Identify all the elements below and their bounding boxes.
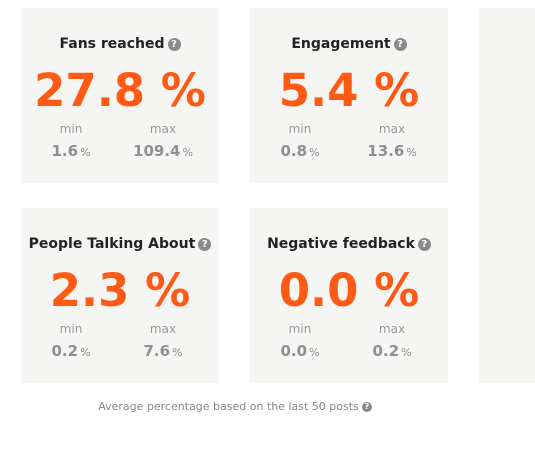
max-unit: % bbox=[182, 146, 193, 159]
min-value: 0.8% bbox=[260, 142, 340, 160]
metric-value: 5.4 % bbox=[278, 64, 420, 117]
card-title-text: People Talking About bbox=[28, 236, 196, 252]
min-label: min bbox=[59, 322, 83, 336]
max-value: 7.6% bbox=[123, 342, 203, 360]
metric-value: 0.0 % bbox=[278, 264, 420, 317]
max-value-number: 109.4 bbox=[133, 142, 181, 160]
card-title: Engagement? bbox=[250, 36, 448, 52]
card-title: Negative feedback? bbox=[250, 236, 448, 252]
footer-note-text: Average percentage based on the last 50 … bbox=[98, 400, 359, 413]
metric-value: 2.3 % bbox=[49, 264, 191, 317]
help-icon[interactable]: ? bbox=[198, 238, 212, 251]
metric-card-people-talking-about: People Talking About? 2.3 % min max 0.2%… bbox=[21, 208, 219, 383]
max-value: 0.2% bbox=[352, 342, 432, 360]
side-panel bbox=[479, 8, 535, 383]
metric-value: 27.8 % bbox=[34, 64, 206, 117]
help-icon[interactable]: ? bbox=[417, 238, 431, 251]
max-label: max bbox=[378, 122, 406, 136]
min-value: 1.6% bbox=[31, 142, 111, 160]
help-icon[interactable]: ? bbox=[167, 38, 181, 51]
min-value: 0.2% bbox=[31, 342, 111, 360]
min-unit: % bbox=[80, 346, 91, 359]
min-value-number: 1.6 bbox=[51, 142, 79, 160]
card-title-text: Fans reached bbox=[59, 36, 165, 52]
min-value-number: 0.2 bbox=[51, 342, 79, 360]
help-icon[interactable]: ? bbox=[393, 38, 407, 51]
min-value: 0.0% bbox=[260, 342, 340, 360]
max-unit: % bbox=[406, 146, 417, 159]
metric-card-negative-feedback: Negative feedback? 0.0 % min max 0.0% 0.… bbox=[250, 208, 448, 383]
min-value-number: 0.0 bbox=[280, 342, 308, 360]
max-value-number: 13.6 bbox=[367, 142, 405, 160]
max-value-number: 7.6 bbox=[143, 342, 171, 360]
metric-card-engagement: Engagement? 5.4 % min max 0.8% 13.6% bbox=[250, 8, 448, 183]
card-title: People Talking About? bbox=[21, 236, 219, 252]
min-unit: % bbox=[80, 146, 91, 159]
footer-note: Average percentage based on the last 50 … bbox=[0, 400, 470, 413]
card-title: Fans reached? bbox=[21, 36, 219, 52]
min-unit: % bbox=[309, 146, 320, 159]
min-unit: % bbox=[309, 346, 320, 359]
min-label: min bbox=[288, 322, 312, 336]
max-label: max bbox=[378, 322, 406, 336]
max-unit: % bbox=[401, 346, 412, 359]
max-label: max bbox=[149, 322, 177, 336]
max-value: 13.6% bbox=[352, 142, 432, 160]
metric-card-fans-reached: Fans reached? 27.8 % min max 1.6% 109.4% bbox=[21, 8, 219, 183]
max-label: max bbox=[149, 122, 177, 136]
max-unit: % bbox=[172, 346, 183, 359]
card-title-text: Engagement bbox=[291, 36, 391, 52]
min-label: min bbox=[288, 122, 312, 136]
min-label: min bbox=[59, 122, 83, 136]
max-value-number: 0.2 bbox=[372, 342, 400, 360]
card-title-text: Negative feedback bbox=[267, 236, 415, 252]
min-value-number: 0.8 bbox=[280, 142, 308, 160]
help-icon[interactable]: ? bbox=[361, 402, 372, 412]
max-value: 109.4% bbox=[123, 142, 203, 160]
